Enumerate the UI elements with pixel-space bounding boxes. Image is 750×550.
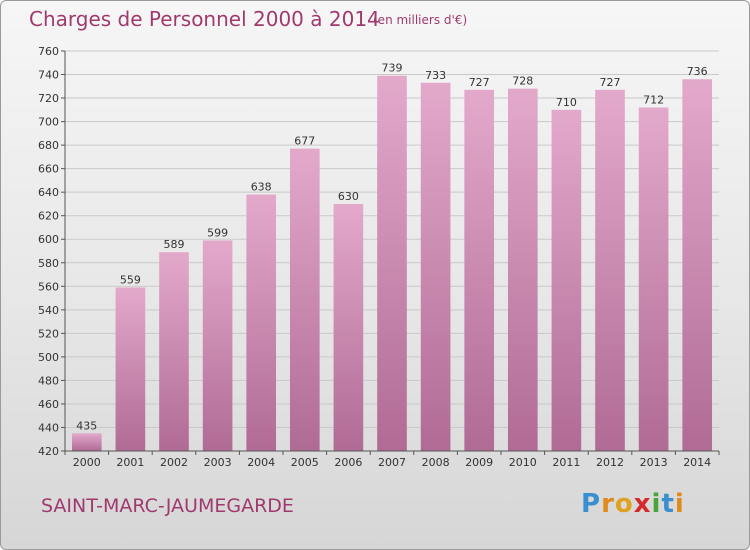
x-tick-label: 2001 xyxy=(116,456,144,469)
bar xyxy=(159,252,189,451)
x-tick-label: 2009 xyxy=(465,456,493,469)
bar xyxy=(71,433,102,451)
y-tick-label: 660 xyxy=(38,163,59,176)
x-tick-label: 2005 xyxy=(291,456,319,469)
y-tick-label: 460 xyxy=(38,398,59,411)
value-label: 710 xyxy=(556,96,577,109)
x-tick-label: 2008 xyxy=(422,456,450,469)
axes xyxy=(61,50,720,455)
y-tick-label: 480 xyxy=(38,374,59,387)
labels: 420 440 460 480 500 520 540 560 580 600 620 640 660 6… xyxy=(38,45,711,469)
x-tick-label: 2003 xyxy=(204,456,232,469)
y-tick-label: 680 xyxy=(38,139,59,152)
x-tick-label: 2006 xyxy=(334,456,362,469)
commune-name: SAINT-MARC-JAUMEGARDE xyxy=(41,495,294,517)
bars xyxy=(71,75,713,452)
y-tick-label: 640 xyxy=(38,186,59,199)
bar xyxy=(333,203,364,451)
proxiti-logo: Proxiti xyxy=(581,489,685,519)
bar xyxy=(638,107,669,452)
chart-title: Charges de Personnel 2000 à 2014 xyxy=(29,7,380,31)
x-tick-label: 2004 xyxy=(247,456,275,469)
bar xyxy=(246,194,277,451)
bar xyxy=(464,89,495,451)
bar xyxy=(202,240,233,451)
y-tick-label: 700 xyxy=(38,116,59,129)
value-label: 589 xyxy=(164,238,185,251)
y-tick-label: 600 xyxy=(38,233,59,246)
value-label: 739 xyxy=(382,62,403,75)
x-tick-label: 2010 xyxy=(509,456,537,469)
bar xyxy=(289,148,320,451)
value-label: 435 xyxy=(76,419,97,432)
y-tick-label: 440 xyxy=(38,421,59,434)
value-label: 712 xyxy=(643,93,664,106)
y-tick-label: 740 xyxy=(38,69,59,82)
value-label: 599 xyxy=(207,226,228,239)
value-label: 559 xyxy=(120,273,141,286)
y-tick-label: 760 xyxy=(38,45,59,58)
y-tick-label: 720 xyxy=(38,92,59,105)
x-tick-label: 2007 xyxy=(378,456,406,469)
value-label: 727 xyxy=(469,76,490,89)
x-tick-label: 2013 xyxy=(640,456,668,469)
y-tick-label: 620 xyxy=(38,210,59,223)
y-tick-label: 580 xyxy=(38,257,59,270)
y-tick-label: 540 xyxy=(38,304,59,317)
x-tick-label: 2012 xyxy=(596,456,624,469)
y-tick-label: 500 xyxy=(38,351,59,364)
bar xyxy=(115,287,146,451)
value-label: 733 xyxy=(425,69,446,82)
bar xyxy=(595,89,625,451)
bar xyxy=(551,109,582,451)
value-label: 677 xyxy=(294,135,315,148)
x-tick-label: 2000 xyxy=(73,456,101,469)
y-tick-label: 560 xyxy=(38,280,59,293)
value-label: 727 xyxy=(600,76,621,89)
y-tick-label: 420 xyxy=(38,445,59,458)
value-label: 736 xyxy=(687,65,708,78)
x-tick-label: 2002 xyxy=(160,456,188,469)
value-label: 630 xyxy=(338,190,359,203)
chart-subtitle: (en milliers d'€) xyxy=(373,13,468,27)
bar xyxy=(420,82,451,451)
x-tick-label: 2014 xyxy=(683,456,711,469)
bar xyxy=(682,79,713,451)
bar xyxy=(377,75,407,452)
value-label: 638 xyxy=(251,181,272,194)
value-label: 728 xyxy=(512,75,533,88)
x-tick-label: 2011 xyxy=(552,456,580,469)
bar xyxy=(507,88,538,451)
y-tick-label: 520 xyxy=(38,327,59,340)
